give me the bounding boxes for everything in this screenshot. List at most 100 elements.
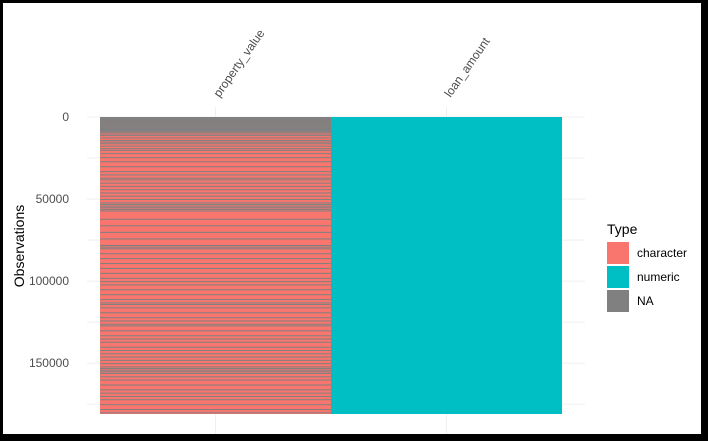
x-tick-label: property_value <box>210 26 267 99</box>
na-band <box>100 157 331 159</box>
na-band <box>100 412 331 414</box>
x-axis-ticks: property_value loan_amount <box>210 26 493 99</box>
legend-title: Type <box>607 221 638 237</box>
y-tick-label: 50000 <box>36 192 70 206</box>
na-band <box>100 244 331 246</box>
na-band <box>100 199 331 201</box>
na-band <box>100 409 331 411</box>
na-band <box>100 120 331 122</box>
missingness-chart: 0 50000 100000 150000 property_value loan_am… <box>11 26 687 434</box>
na-band <box>100 149 331 151</box>
na-band <box>100 248 331 250</box>
na-band <box>100 133 331 135</box>
na-band <box>100 330 331 332</box>
na-band <box>100 376 331 378</box>
na-band <box>100 350 331 352</box>
na-band <box>100 174 331 176</box>
na-band <box>100 368 331 370</box>
na-band <box>100 323 331 325</box>
na-band <box>100 263 331 265</box>
na-band <box>100 253 331 255</box>
na-band <box>100 363 331 365</box>
legend-label: NA <box>637 294 654 308</box>
na-band <box>100 395 331 397</box>
na-band <box>100 124 331 126</box>
na-band <box>100 145 331 147</box>
na-band <box>100 118 331 120</box>
na-band <box>100 143 331 145</box>
na-band <box>100 121 331 123</box>
data-cells <box>100 117 562 414</box>
na-band <box>100 284 331 286</box>
na-band <box>100 267 331 269</box>
y-tick-label: 0 <box>62 110 69 124</box>
na-band <box>100 122 331 124</box>
na-band <box>100 218 331 220</box>
y-axis-ticks: 0 50000 100000 150000 <box>29 110 69 370</box>
na-band <box>100 356 331 358</box>
na-band <box>100 346 331 348</box>
na-band <box>100 148 331 150</box>
na-band <box>100 177 331 179</box>
na-band <box>100 294 331 296</box>
na-band <box>100 299 331 301</box>
na-band <box>100 126 331 128</box>
na-band <box>100 205 331 207</box>
na-band <box>100 125 331 127</box>
na-band <box>100 189 331 191</box>
legend-label: numeric <box>637 270 680 284</box>
na-band <box>100 130 331 132</box>
legend: Type character numeric NA <box>607 221 687 312</box>
na-band <box>100 366 331 368</box>
na-band <box>100 137 331 139</box>
na-band <box>100 399 331 401</box>
na-band <box>100 289 331 291</box>
na-band <box>100 359 331 361</box>
na-band <box>100 404 331 406</box>
x-tick-label: loan_amount <box>441 34 493 99</box>
na-band <box>100 372 331 374</box>
na-band <box>100 207 331 209</box>
legend-key <box>607 266 629 288</box>
na-band <box>100 117 331 118</box>
na-band <box>100 203 331 205</box>
na-band <box>100 353 331 355</box>
y-tick-label: 150000 <box>29 356 69 370</box>
na-band <box>100 320 331 322</box>
y-axis-title: Observations <box>11 205 27 287</box>
na-band <box>100 210 331 212</box>
na-band <box>100 135 331 137</box>
na-band <box>100 238 331 240</box>
na-band <box>100 312 331 314</box>
na-band <box>100 392 331 394</box>
na-band <box>100 153 331 155</box>
na-band <box>100 371 331 373</box>
na-band <box>100 317 331 319</box>
legend-label: character <box>637 246 687 260</box>
na-band <box>100 281 331 283</box>
na-band <box>100 127 331 129</box>
na-band <box>100 389 331 391</box>
na-band <box>100 185 331 187</box>
na-band <box>100 307 331 309</box>
na-band <box>100 225 331 227</box>
na-band <box>100 195 331 197</box>
na-band <box>100 277 331 279</box>
y-tick-label: 100000 <box>29 274 69 288</box>
na-band <box>100 182 331 184</box>
na-band <box>100 369 331 371</box>
na-band <box>100 231 331 233</box>
na-band <box>100 338 331 340</box>
legend-key <box>607 242 629 264</box>
na-band <box>100 166 331 168</box>
na-band <box>100 304 331 306</box>
na-band <box>100 246 331 248</box>
na-band <box>100 208 331 210</box>
na-band <box>100 341 331 343</box>
na-band <box>100 258 331 260</box>
na-band <box>100 384 331 386</box>
legend-key <box>607 290 629 312</box>
na-band <box>100 119 331 121</box>
na-band <box>100 202 331 204</box>
na-band <box>100 130 331 132</box>
